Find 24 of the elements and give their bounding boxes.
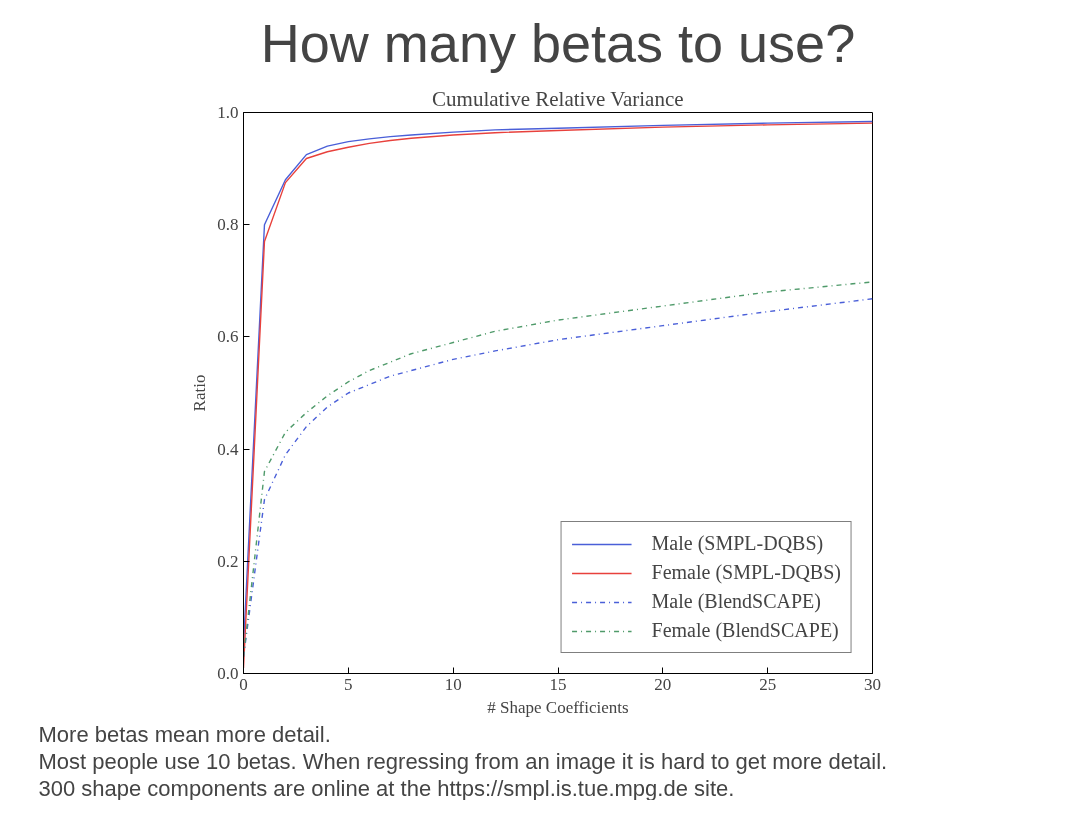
- y-tick-label: 0.8: [217, 215, 239, 235]
- x-tick-label: 10: [444, 674, 462, 694]
- x-tick-label: 5: [344, 674, 353, 694]
- y-axis-title: Ratio: [190, 374, 210, 412]
- y-tick-label: 0.0: [217, 664, 239, 683]
- y-tick-label: 1.0: [217, 103, 239, 122]
- legend-label: Male (BlendSCAPE): [651, 590, 821, 613]
- text: More betas mean more detail.: [38, 721, 331, 747]
- x-tick-label: 30: [864, 674, 881, 694]
- y-tick-label: 0.4: [217, 439, 239, 459]
- legend-label: Male (SMPL-DQBS): [651, 532, 824, 555]
- x-tick-label: 20: [654, 674, 672, 694]
- x-tick-label: 15: [549, 674, 567, 694]
- y-tick-label: 0.6: [217, 327, 239, 347]
- chart-subtitle: Cumulative Relative Variance: [432, 86, 684, 111]
- x-tick-label: 0: [239, 674, 248, 694]
- legend-label: Female (BlendSCAPE): [651, 619, 839, 642]
- text: Most people use 10 betas. When regressing from an image it is hard to get more detail.: [38, 748, 888, 774]
- legend-label: Female (SMPL-DQBS): [651, 561, 841, 584]
- x-tick-label: 25: [759, 674, 777, 694]
- chart-title: How many betas to use?: [260, 12, 856, 73]
- x-axis-title: # Shape Coefficients: [487, 697, 629, 717]
- text: 300 shape components are online at the https://smpl.is.tue.mpg.de site.: [38, 775, 735, 801]
- y-tick-label: 0.2: [217, 551, 239, 571]
